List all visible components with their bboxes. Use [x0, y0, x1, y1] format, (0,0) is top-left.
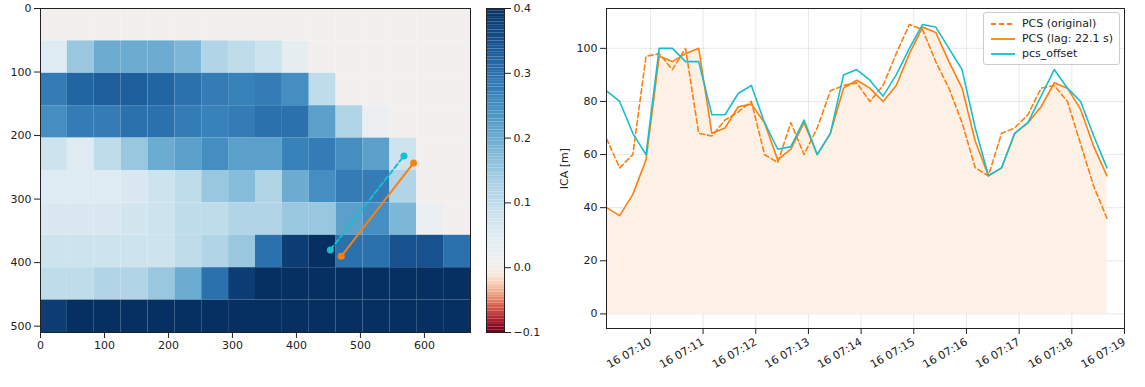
svg-text:300: 300 — [11, 193, 32, 206]
svg-text:400: 400 — [11, 256, 32, 269]
svg-text:16 07:16: 16 07:16 — [921, 335, 970, 371]
svg-text:100: 100 — [94, 339, 115, 352]
svg-text:0: 0 — [591, 307, 598, 320]
svg-text:16 07:14: 16 07:14 — [815, 335, 864, 371]
svg-text:0: 0 — [25, 2, 32, 15]
svg-text:0.2: 0.2 — [514, 132, 532, 145]
svg-text:ICA [m]: ICA [m] — [558, 148, 571, 189]
svg-text:300: 300 — [222, 339, 243, 352]
svg-text:500: 500 — [350, 339, 371, 352]
svg-text:0.0: 0.0 — [514, 261, 532, 274]
svg-text:16 07:13: 16 07:13 — [763, 335, 812, 371]
svg-text:16 07:15: 16 07:15 — [868, 335, 917, 371]
svg-text:0.4: 0.4 — [514, 2, 532, 15]
svg-text:20: 20 — [584, 254, 598, 267]
html-text:PCS (lag: 22.1 s): PCS (lag: 22.1 s) — [1021, 32, 1113, 45]
html-text:pcs_offset: pcs_offset — [1021, 47, 1078, 60]
svg-text:600: 600 — [414, 339, 435, 352]
svg-text:400: 400 — [286, 339, 307, 352]
svg-text:40: 40 — [584, 201, 598, 214]
svg-text:0.1: 0.1 — [514, 196, 532, 209]
svg-text:200: 200 — [158, 339, 179, 352]
svg-text:0.3: 0.3 — [514, 67, 532, 80]
svg-text:500: 500 — [11, 320, 32, 333]
svg-text:−0.1: −0.1 — [514, 326, 541, 339]
svg-text:200: 200 — [11, 129, 32, 142]
svg-text:16 07:11: 16 07:11 — [657, 335, 706, 371]
svg-text:16 07:10: 16 07:10 — [605, 335, 654, 371]
svg-text:16 07:12: 16 07:12 — [710, 335, 759, 371]
svg-text:100: 100 — [11, 66, 32, 79]
svg-text:16 07:17: 16 07:17 — [973, 335, 1022, 371]
svg-text:60: 60 — [584, 148, 598, 161]
svg-text:100: 100 — [577, 42, 598, 55]
html-text:PCS (original): PCS (original) — [1021, 17, 1097, 30]
svg-text:16 07:18: 16 07:18 — [1026, 335, 1075, 371]
svg-text:80: 80 — [584, 95, 598, 108]
svg-text:16 07:19: 16 07:19 — [1079, 335, 1128, 371]
svg-text:0: 0 — [37, 339, 44, 352]
